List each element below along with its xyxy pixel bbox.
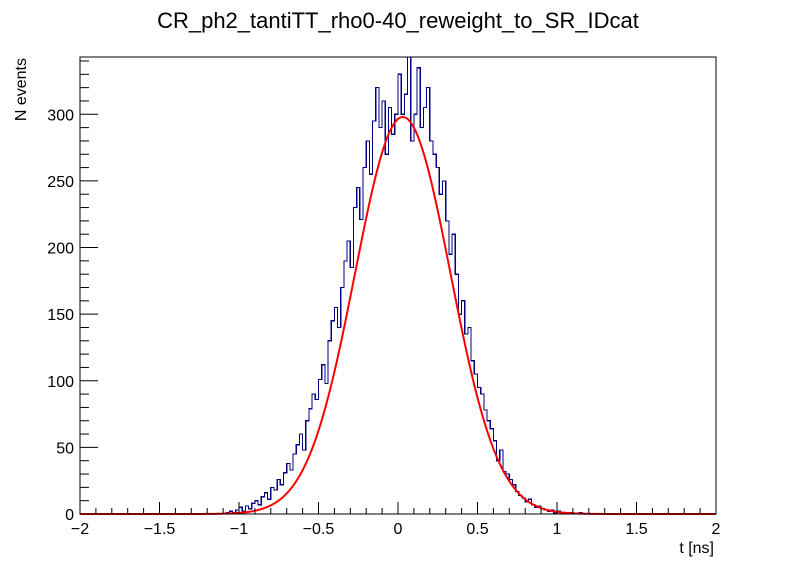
y-tick-label: 150	[47, 307, 74, 324]
chart-title: CR_ph2_tantiTT_rho0-40_reweight_to_SR_ID…	[157, 8, 639, 33]
y-tick-label: 50	[56, 440, 74, 457]
y-tick-label: 250	[47, 174, 74, 191]
x-tick-label: 1	[553, 521, 562, 538]
x-tick-label: 1.5	[625, 521, 647, 538]
fit-curve	[80, 115, 716, 515]
x-tick-label: −1	[230, 521, 248, 538]
y-axis-label: N events	[13, 58, 30, 121]
histogram-series	[80, 56, 716, 515]
plot-frame	[79, 56, 717, 515]
x-tick-label: 0	[394, 521, 403, 538]
x-tick-label: −1.5	[144, 521, 176, 538]
x-axis-label: t [ns]	[679, 540, 714, 557]
x-tick-label: −2	[71, 521, 89, 538]
plot-area	[80, 56, 716, 515]
x-tick-label: −0.5	[303, 521, 335, 538]
y-tick-label: 0	[65, 507, 74, 524]
y-tick-label: 300	[47, 107, 74, 124]
y-tick-label: 100	[47, 374, 74, 391]
x-tick-label: 2	[712, 521, 721, 538]
x-tick-label: 0.5	[466, 521, 488, 538]
y-tick-label: 200	[47, 241, 74, 258]
axes: −2 −1.5 −1 −0.5 0 0.5 1 1.5 2 0 50 100 150 200 250 300	[47, 56, 721, 538]
